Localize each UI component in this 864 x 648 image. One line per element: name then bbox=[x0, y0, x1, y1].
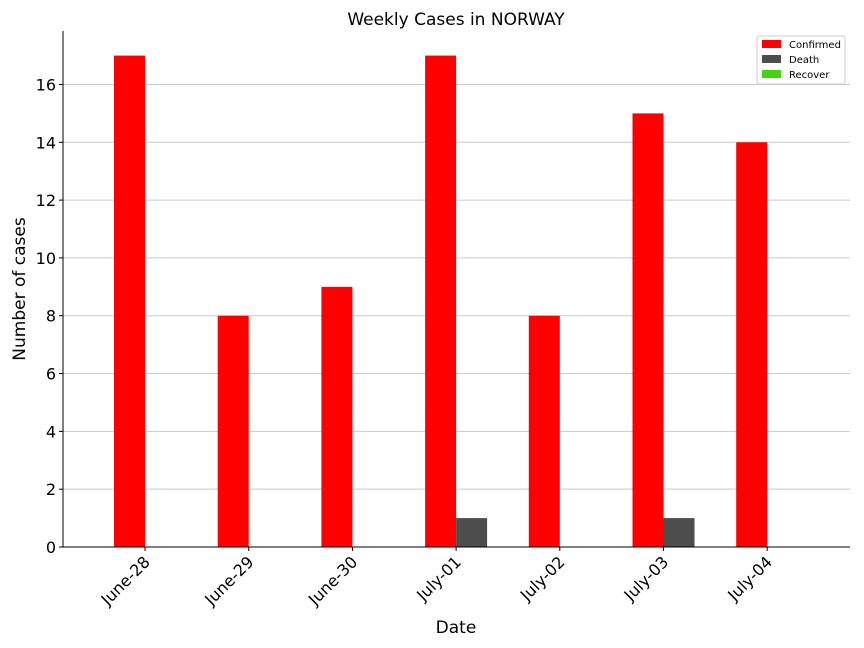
x-tick-label: June-30 bbox=[304, 552, 361, 609]
y-tick-label: 6 bbox=[46, 365, 56, 384]
x-tick-label: July-02 bbox=[516, 552, 569, 605]
legend-swatch-confirmed bbox=[762, 40, 781, 48]
x-tick-label: June-28 bbox=[97, 552, 154, 609]
x-axis-label: Date bbox=[436, 618, 477, 638]
bar-confirmed-july-03 bbox=[632, 113, 664, 548]
chart-title: Weekly Cases in NORWAY bbox=[347, 10, 565, 30]
y-tick-label: 12 bbox=[36, 191, 56, 210]
y-tick-labels: 0 2 4 6 8 10 12 14 16 bbox=[36, 75, 63, 557]
x-tick-labels: June-28 June-29 June-30 July-01 July-02 July-… bbox=[97, 547, 776, 610]
x-tick-label: July-04 bbox=[723, 552, 776, 605]
y-tick-label: 10 bbox=[36, 249, 56, 268]
legend: Confirmed Death Recover bbox=[756, 35, 846, 85]
y-tick-label: 14 bbox=[36, 133, 56, 152]
y-tick-label: 8 bbox=[46, 307, 56, 326]
bar-confirmed-june-30 bbox=[321, 286, 353, 547]
legend-label-recover: Recover bbox=[789, 70, 830, 81]
bar-confirmed-july-01 bbox=[425, 55, 457, 547]
legend-label-confirmed: Confirmed bbox=[789, 40, 841, 51]
legend-label-death: Death bbox=[789, 55, 819, 66]
gridlines bbox=[63, 83, 850, 490]
bar-death-july-01 bbox=[456, 518, 488, 547]
y-tick-label: 16 bbox=[36, 75, 56, 94]
y-axis-label: Number of cases bbox=[10, 217, 30, 361]
axes bbox=[62, 31, 850, 548]
x-tick-label: June-29 bbox=[200, 552, 257, 609]
legend-swatch-death bbox=[762, 55, 781, 63]
bar-confirmed-july-04 bbox=[736, 142, 768, 547]
bar-confirmed-july-02 bbox=[528, 315, 560, 547]
y-tick-label: 2 bbox=[46, 480, 56, 499]
x-tick-label: July-01 bbox=[412, 552, 465, 605]
x-tick-label: July-03 bbox=[620, 552, 673, 605]
bar-confirmed-june-28 bbox=[114, 55, 145, 547]
bar-death-july-03 bbox=[663, 518, 695, 547]
y-tick-label: 0 bbox=[46, 538, 56, 557]
legend-swatch-recover bbox=[762, 70, 781, 78]
bar-confirmed-june-29 bbox=[217, 315, 249, 547]
y-tick-label: 4 bbox=[46, 422, 56, 441]
bars bbox=[114, 55, 768, 548]
